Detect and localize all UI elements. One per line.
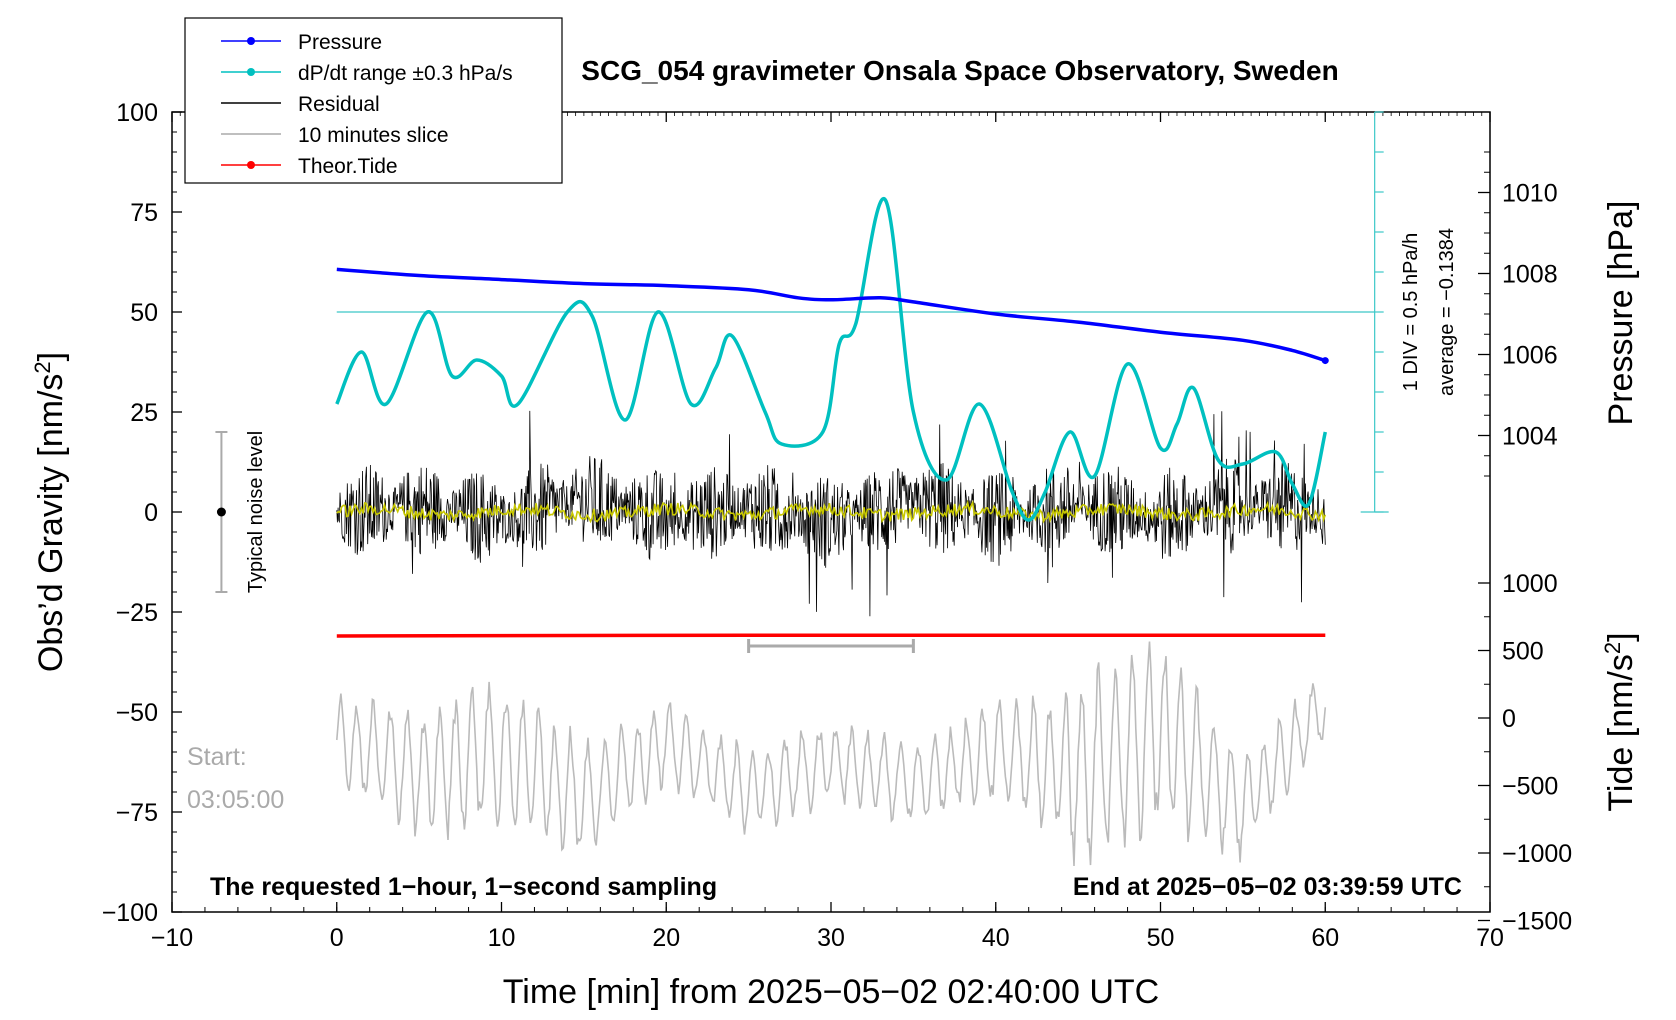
tide-tick-label: 1000 xyxy=(1502,570,1558,598)
tide-tick-label: 0 xyxy=(1502,705,1516,733)
dpdt-line xyxy=(335,197,1328,522)
pressure-tick-label: 1010 xyxy=(1502,180,1558,208)
ten-minutes-slice-line xyxy=(336,641,1327,867)
div-note: 1 DIV = 0.5 hPa/h xyxy=(1400,233,1422,391)
legend-entries: Pressure dP/dt range ±0.3 hPa/s Residual 10… xyxy=(221,31,513,178)
y-axis-title-pressure: Pressure [hPa] xyxy=(1602,201,1640,426)
lower-series-layer xyxy=(336,311,1375,867)
x-tick-label: 60 xyxy=(1311,924,1339,952)
end-time-note: End at 2025−05−02 03:39:59 UTC xyxy=(1073,873,1462,901)
start-label: Start: xyxy=(187,743,247,771)
legend-label: Pressure xyxy=(298,31,382,54)
tide-tick-label: −500 xyxy=(1502,773,1558,801)
y-tick-label: 25 xyxy=(130,399,158,427)
legend: Pressure dP/dt range ±0.3 hPa/s Residual 10… xyxy=(184,17,563,184)
y-axis-title-tide: Tide [nm/s2] xyxy=(1600,632,1640,811)
y-axis-title-left: Obs’d Gravity [nm/s2] xyxy=(30,352,70,672)
tide-tick-label: −1000 xyxy=(1502,840,1572,868)
y-tick-label: 100 xyxy=(116,99,158,127)
sampling-note: The requested 1−hour, 1−second sampling xyxy=(210,873,717,901)
y-tick-label: −25 xyxy=(116,599,158,627)
pressure-tick-label: 1006 xyxy=(1502,342,1558,370)
y-tick-label: 0 xyxy=(144,499,158,527)
y-tick-label: −50 xyxy=(116,699,158,727)
theor-tide-line xyxy=(336,633,1326,638)
tide-tick-label: 500 xyxy=(1502,638,1544,666)
pressure-end-marker xyxy=(1321,357,1329,365)
y-tick-label: −75 xyxy=(116,799,158,827)
x-axis-title: Time [min] from 2025−05−02 02:40:00 UTC xyxy=(503,973,1159,1011)
legend-label: 10 minutes slice xyxy=(298,124,449,147)
pressure-line xyxy=(336,267,1326,363)
start-time: 03:05:00 xyxy=(187,786,284,814)
tick-labels: −10 0 10 20 30 40 50 60 701007550250−25−50−75−10… xyxy=(102,99,1573,952)
legend-label: dP/dt range ±0.3 hPa/s xyxy=(298,62,513,85)
y-tick-label: 50 xyxy=(130,299,158,327)
tide-tick-label: −1500 xyxy=(1502,908,1572,936)
legend-box xyxy=(184,17,563,184)
upper-series-layer xyxy=(215,197,1329,653)
noise-level-label: Typical noise level xyxy=(245,431,267,593)
pressure-tick-label: 1004 xyxy=(1502,423,1558,451)
legend-label: Theor.Tide xyxy=(298,155,398,178)
x-tick-label: 40 xyxy=(982,924,1010,952)
residual-line xyxy=(336,410,1326,617)
residual-smoothed-line xyxy=(336,499,1327,524)
pressure-tick-label: 1008 xyxy=(1502,261,1558,289)
legend-marker xyxy=(247,68,255,76)
y-tick-label: −100 xyxy=(102,899,158,927)
legend-marker xyxy=(247,161,255,169)
y-tick-label: 75 xyxy=(130,199,158,227)
legend-label: Residual xyxy=(298,93,380,116)
x-tick-label: 70 xyxy=(1476,924,1504,952)
noise-level-center-dot xyxy=(216,507,226,517)
x-tick-label: 50 xyxy=(1147,924,1175,952)
average-note: average = −0.1384 xyxy=(1436,228,1458,396)
x-tick-label: 20 xyxy=(652,924,680,952)
x-tick-label: −10 xyxy=(151,924,193,952)
x-tick-label: 0 xyxy=(330,924,344,952)
chart-title: SCG_054 gravimeter Onsala Space Observat… xyxy=(581,55,1338,86)
x-tick-label: 10 xyxy=(488,924,516,952)
legend-marker xyxy=(247,37,255,45)
x-tick-label: 30 xyxy=(817,924,845,952)
